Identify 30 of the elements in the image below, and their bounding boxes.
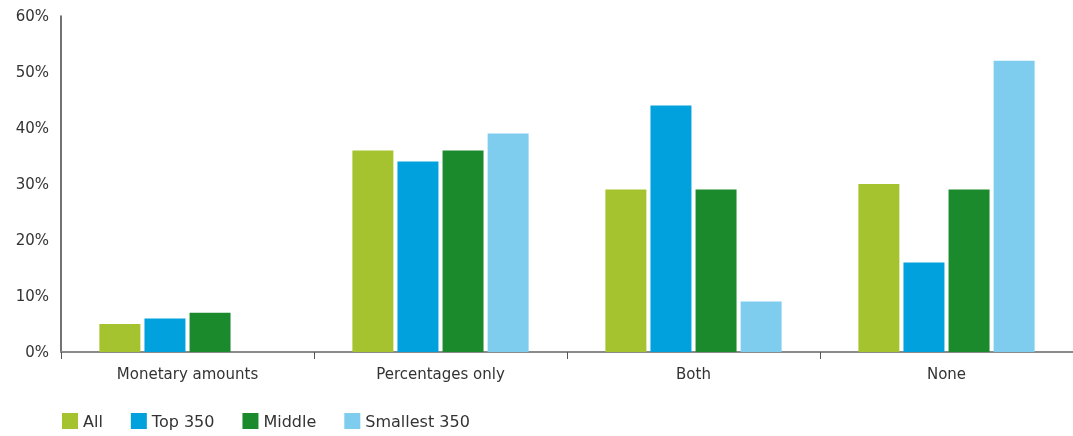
y-tick-label: 30% [15,175,49,193]
bar [858,184,900,352]
bar [144,318,186,352]
bar [605,189,647,352]
bar [740,301,782,352]
y-tick-label: 40% [15,119,49,137]
bar [99,324,141,352]
y-tick-label: 60% [15,7,49,25]
legend-label: Top 350 [150,411,215,431]
x-tick-label: Monetary amounts [116,364,259,383]
y-tick-label: 50% [15,63,49,81]
bar [695,189,737,352]
legend-label: All [83,411,103,431]
y-tick-label: 20% [15,231,49,249]
bar [650,105,692,352]
y-tick-label: 0% [25,343,49,361]
legend-label: Middle [263,411,317,431]
bar [903,262,945,352]
x-tick-label: None [926,364,967,383]
bar [487,133,529,352]
bar [352,150,394,352]
bar [948,189,990,352]
legend-label: Smallest 350 [365,411,470,431]
bar [993,60,1035,352]
y-tick-label: 10% [15,287,49,305]
bar [189,312,231,352]
x-tick-label: Percentages only [376,364,505,383]
bar [397,161,439,352]
x-tick-label: Both [676,364,711,383]
bar [442,150,484,352]
